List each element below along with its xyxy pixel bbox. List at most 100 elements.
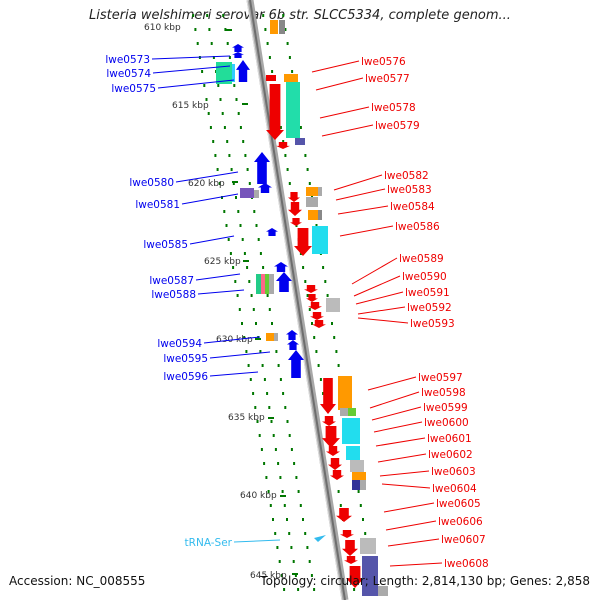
gene-arrow[interactable]: [232, 44, 244, 52]
gene-label-text[interactable]: lwe0602: [428, 449, 473, 461]
gene-arrow[interactable]: [236, 60, 250, 82]
right-gene-label[interactable]: lwe0601: [375, 433, 472, 447]
gene-label-text[interactable]: lwe0594: [157, 338, 202, 350]
left-gene-label[interactable]: lwe0595: [163, 351, 271, 365]
left-gene-label[interactable]: lwe0573: [105, 54, 231, 66]
gene-label-text[interactable]: lwe0608: [444, 558, 489, 570]
right-gene-label[interactable]: lwe0589: [351, 253, 444, 285]
gene-label-text[interactable]: lwe0592: [407, 302, 452, 314]
gene-label-text[interactable]: lwe0590: [402, 271, 447, 283]
right-gene-label[interactable]: lwe0592: [357, 302, 452, 315]
gene-arrow[interactable]: [322, 426, 340, 448]
gene-label-text[interactable]: lwe0576: [361, 56, 406, 68]
gene-arrow[interactable]: [306, 294, 318, 302]
left-gene-label[interactable]: lwe0588: [151, 289, 245, 301]
gene-label-text[interactable]: lwe0593: [410, 318, 455, 330]
gene-arrow[interactable]: [290, 218, 302, 226]
gene-arrow[interactable]: [266, 84, 284, 140]
right-gene-label[interactable]: lwe0576: [311, 56, 406, 73]
gene-label-text[interactable]: lwe0605: [436, 498, 481, 510]
right-gene-label[interactable]: lwe0597: [367, 372, 463, 391]
gene-arrow[interactable]: [276, 272, 292, 292]
right-gene-label[interactable]: lwe0579: [321, 120, 420, 137]
right-gene-label[interactable]: lwe0606: [385, 516, 483, 531]
right-gene-label[interactable]: lwe0586: [339, 221, 440, 237]
gene-label-text[interactable]: lwe0575: [111, 83, 156, 95]
gene-label-text[interactable]: lwe0585: [143, 239, 188, 251]
right-gene-label[interactable]: lwe0583: [335, 184, 432, 201]
gene-label-text[interactable]: lwe0579: [375, 120, 420, 132]
gene-label-text[interactable]: lwe0599: [423, 402, 468, 414]
gene-arrow[interactable]: [288, 192, 300, 202]
gene-arrow[interactable]: [312, 320, 326, 328]
gene-label-text[interactable]: lwe0582: [384, 170, 429, 182]
gene-arrow[interactable]: [344, 556, 358, 564]
gene-arrow[interactable]: [336, 508, 352, 522]
right-gene-label[interactable]: lwe0608: [389, 558, 489, 570]
gene-arrow[interactable]: [310, 312, 324, 320]
gene-label-text[interactable]: lwe0578: [371, 102, 416, 114]
left-gene-label[interactable]: lwe0594: [157, 336, 261, 350]
gene-arrow[interactable]: [346, 566, 364, 588]
gene-arrow[interactable]: [308, 302, 322, 310]
left-gene-label[interactable]: lwe0585: [143, 235, 235, 251]
gene-arrow[interactable]: [288, 350, 304, 378]
gene-arrow[interactable]: [320, 378, 336, 414]
gene-arrow[interactable]: [288, 202, 302, 216]
gene-arrow[interactable]: [266, 228, 278, 236]
gene-label-text[interactable]: lwe0607: [441, 534, 486, 546]
gene-label-text[interactable]: lwe0586: [395, 221, 440, 233]
gene-label-text[interactable]: lwe0596: [163, 371, 208, 383]
right-gene-label[interactable]: lwe0590: [353, 271, 447, 297]
gene-arrow[interactable]: [232, 52, 244, 58]
gene-label-text[interactable]: lwe0597: [418, 372, 463, 384]
right-gene-label[interactable]: lwe0582: [333, 170, 429, 191]
left-gene-label[interactable]: lwe0596: [163, 371, 259, 383]
gene-arrow[interactable]: [254, 152, 270, 184]
gene-label-text[interactable]: lwe0591: [405, 287, 450, 299]
gene-arrow[interactable]: [274, 262, 288, 272]
right-gene-label[interactable]: lwe0599: [371, 402, 468, 421]
gene-label-text[interactable]: lwe0604: [432, 483, 477, 495]
gene-label-text[interactable]: lwe0595: [163, 353, 208, 365]
gene-label-text[interactable]: lwe0589: [399, 253, 444, 265]
left-gene-label[interactable]: lwe0581: [135, 193, 239, 211]
gene-label-text[interactable]: lwe0600: [424, 417, 469, 429]
trna-feature[interactable]: [314, 535, 326, 542]
left-gene-label[interactable]: lwe0580: [129, 171, 239, 189]
right-gene-label[interactable]: lwe0598: [369, 387, 466, 409]
right-gene-label[interactable]: lwe0603: [379, 466, 476, 478]
gene-arrow[interactable]: [340, 530, 354, 538]
right-gene-labels[interactable]: lwe0576 lwe0577 lwe0578 lwe0579 lwe0582 lwe05…: [311, 56, 489, 570]
gene-label-text[interactable]: lwe0598: [421, 387, 466, 399]
gene-label-text[interactable]: lwe0588: [151, 289, 196, 301]
gene-arrow[interactable]: [326, 446, 340, 456]
gene-arrow[interactable]: [304, 285, 318, 293]
left-gene-label[interactable]: lwe0587: [149, 273, 241, 287]
gene-label-text[interactable]: lwe0587: [149, 275, 194, 287]
right-gene-label[interactable]: lwe0577: [315, 73, 410, 91]
gene-arrow[interactable]: [286, 330, 298, 340]
left-gene-label[interactable]: lwe0574: [106, 65, 231, 80]
gene-label-text[interactable]: lwe0580: [129, 177, 174, 189]
gene-label-text[interactable]: tRNA-Ser: [185, 537, 233, 549]
right-gene-label[interactable]: lwe0604: [381, 483, 477, 495]
gene-arrow[interactable]: [258, 183, 272, 193]
gene-arrow[interactable]: [328, 458, 342, 470]
right-gene-label[interactable]: lwe0591: [355, 287, 450, 305]
gene-label-text[interactable]: lwe0574: [106, 68, 151, 80]
right-gene-label[interactable]: lwe0593: [357, 317, 455, 330]
gene-label-text[interactable]: lwe0601: [427, 433, 472, 445]
gene-label-text[interactable]: lwe0606: [438, 516, 483, 528]
gene-arrow[interactable]: [276, 142, 290, 149]
left-gene-labels[interactable]: lwe0573 lwe0574 lwe0575 lwe0580 lwe0581 lwe05…: [105, 54, 281, 549]
gene-arrow[interactable]: [330, 470, 344, 480]
gene-arrow[interactable]: [322, 416, 336, 426]
left-gene-label[interactable]: tRNA-Ser: [185, 537, 281, 549]
gene-label-text[interactable]: lwe0573: [105, 54, 150, 66]
right-gene-label[interactable]: lwe0584: [337, 201, 435, 215]
gene-label-text[interactable]: lwe0577: [365, 73, 410, 85]
right-gene-label[interactable]: lwe0602: [377, 449, 473, 463]
right-gene-label[interactable]: lwe0605: [383, 498, 481, 513]
